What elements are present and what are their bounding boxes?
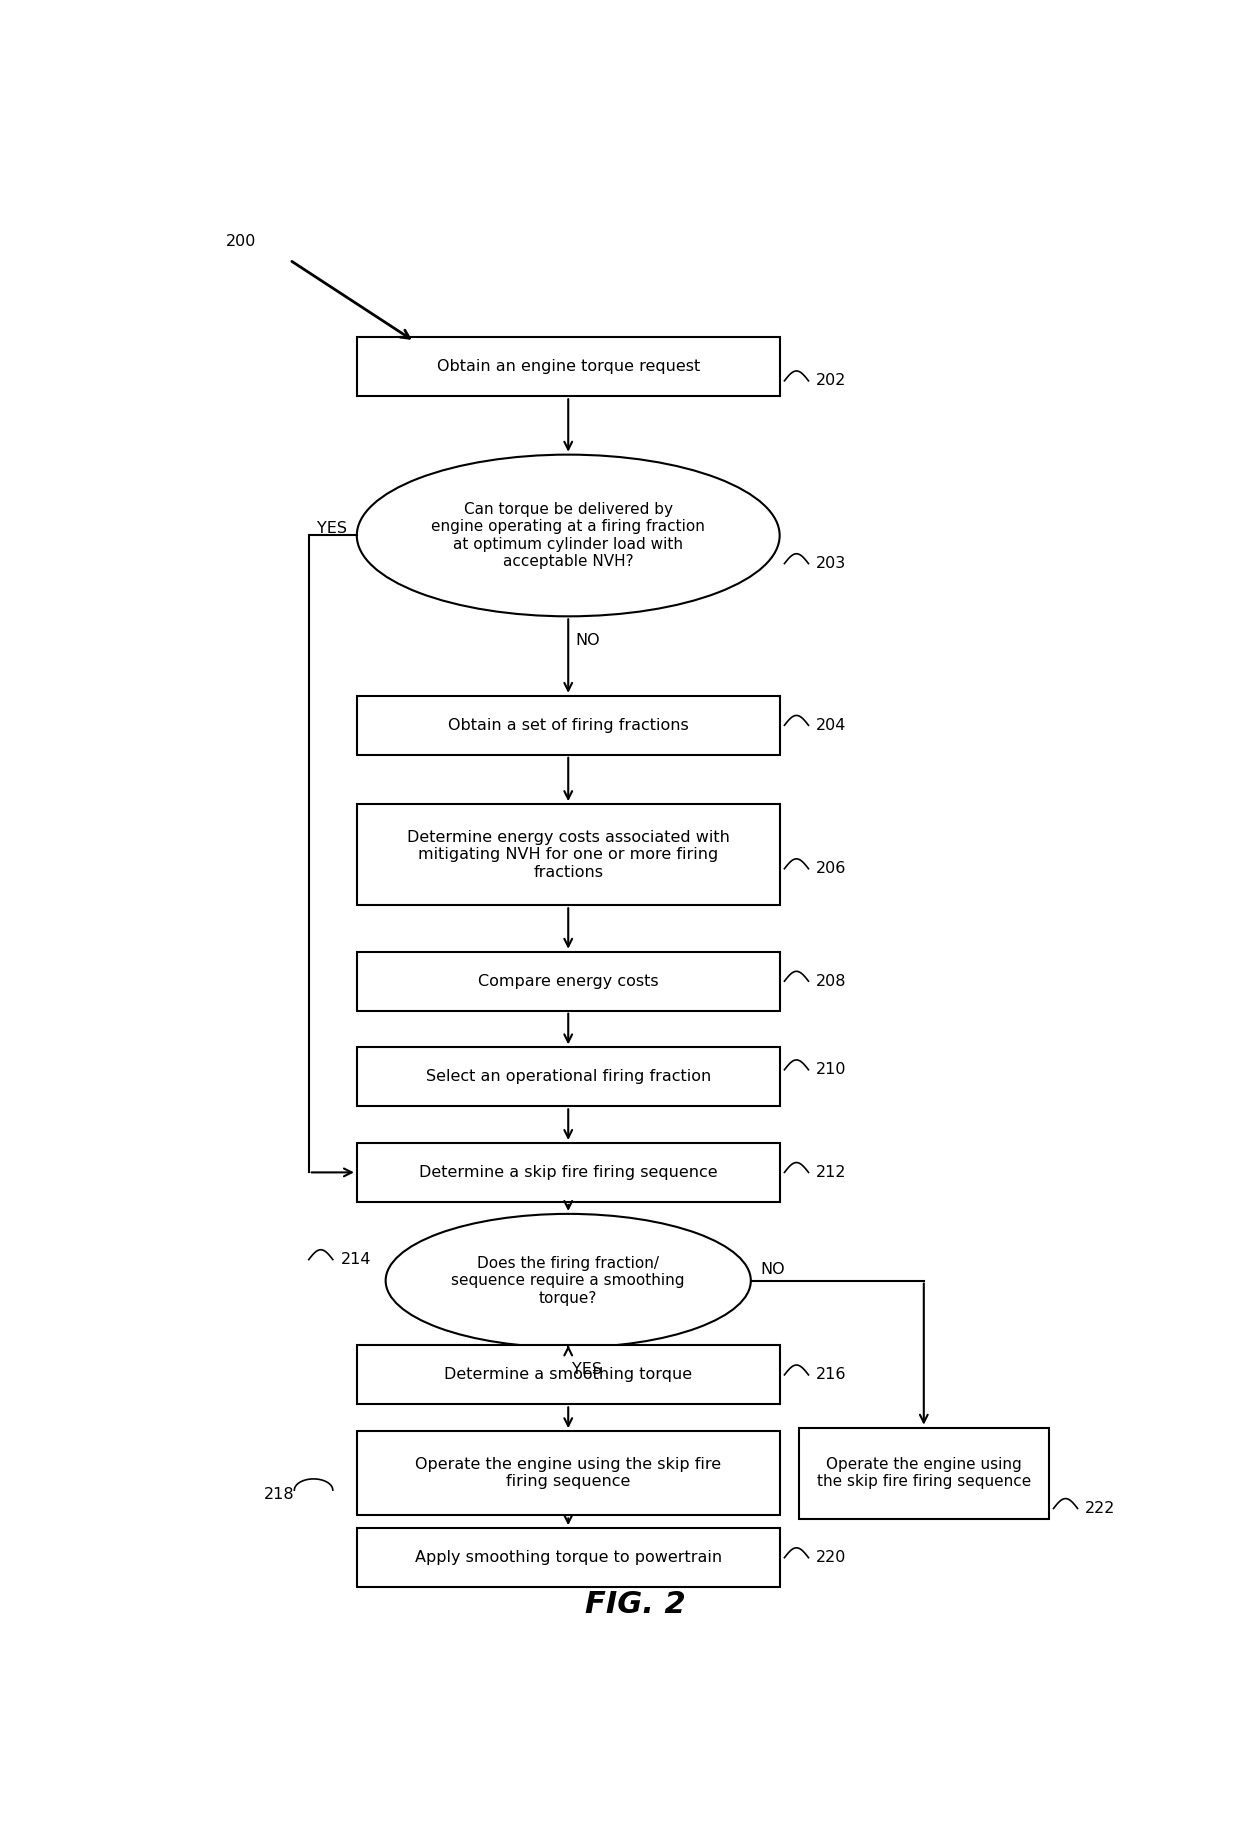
FancyBboxPatch shape (799, 1428, 1049, 1519)
Text: 206: 206 (816, 862, 847, 876)
Text: Determine a skip fire firing sequence: Determine a skip fire firing sequence (419, 1165, 718, 1180)
Text: 208: 208 (816, 973, 847, 988)
FancyBboxPatch shape (357, 803, 780, 906)
Text: 222: 222 (1085, 1501, 1116, 1516)
Text: Operate the engine using the skip fire
firing sequence: Operate the engine using the skip fire f… (415, 1457, 722, 1490)
Text: 216: 216 (816, 1368, 847, 1382)
Text: Determine a smoothing torque: Determine a smoothing torque (444, 1368, 692, 1382)
Text: YES: YES (317, 520, 347, 537)
Text: Compare energy costs: Compare energy costs (477, 973, 658, 988)
Text: 203: 203 (816, 557, 847, 572)
FancyBboxPatch shape (357, 1346, 780, 1404)
Text: Obtain a set of firing fractions: Obtain a set of firing fractions (448, 718, 688, 732)
Ellipse shape (357, 455, 780, 617)
FancyBboxPatch shape (357, 338, 780, 396)
FancyBboxPatch shape (357, 1048, 780, 1107)
FancyBboxPatch shape (357, 1432, 780, 1516)
Ellipse shape (386, 1214, 751, 1348)
Text: FIG. 2: FIG. 2 (585, 1590, 686, 1618)
Text: 220: 220 (816, 1550, 847, 1565)
Text: Does the firing fraction/
sequence require a smoothing
torque?: Does the firing fraction/ sequence requi… (451, 1256, 684, 1306)
Text: 210: 210 (816, 1063, 847, 1077)
Text: 218: 218 (264, 1486, 294, 1501)
Text: Can torque be delivered by
engine operating at a firing fraction
at optimum cyli: Can torque be delivered by engine operat… (432, 502, 706, 570)
Text: Operate the engine using
the skip fire firing sequence: Operate the engine using the skip fire f… (817, 1457, 1030, 1490)
FancyBboxPatch shape (357, 1528, 780, 1587)
Text: 214: 214 (341, 1253, 371, 1267)
Text: NO: NO (575, 634, 600, 648)
Text: Select an operational firing fraction: Select an operational firing fraction (425, 1070, 711, 1085)
Text: Determine energy costs associated with
mitigating NVH for one or more firing
fra: Determine energy costs associated with m… (407, 829, 729, 880)
Text: 200: 200 (227, 234, 257, 248)
FancyBboxPatch shape (357, 951, 780, 1012)
Text: NO: NO (760, 1262, 785, 1276)
Text: Obtain an engine torque request: Obtain an engine torque request (436, 360, 699, 374)
Text: 202: 202 (816, 373, 847, 389)
FancyBboxPatch shape (357, 696, 780, 754)
Text: Apply smoothing torque to powertrain: Apply smoothing torque to powertrain (414, 1550, 722, 1565)
Text: 204: 204 (816, 718, 847, 732)
Text: 212: 212 (816, 1165, 847, 1180)
Text: YES: YES (573, 1362, 603, 1377)
FancyBboxPatch shape (357, 1143, 780, 1202)
